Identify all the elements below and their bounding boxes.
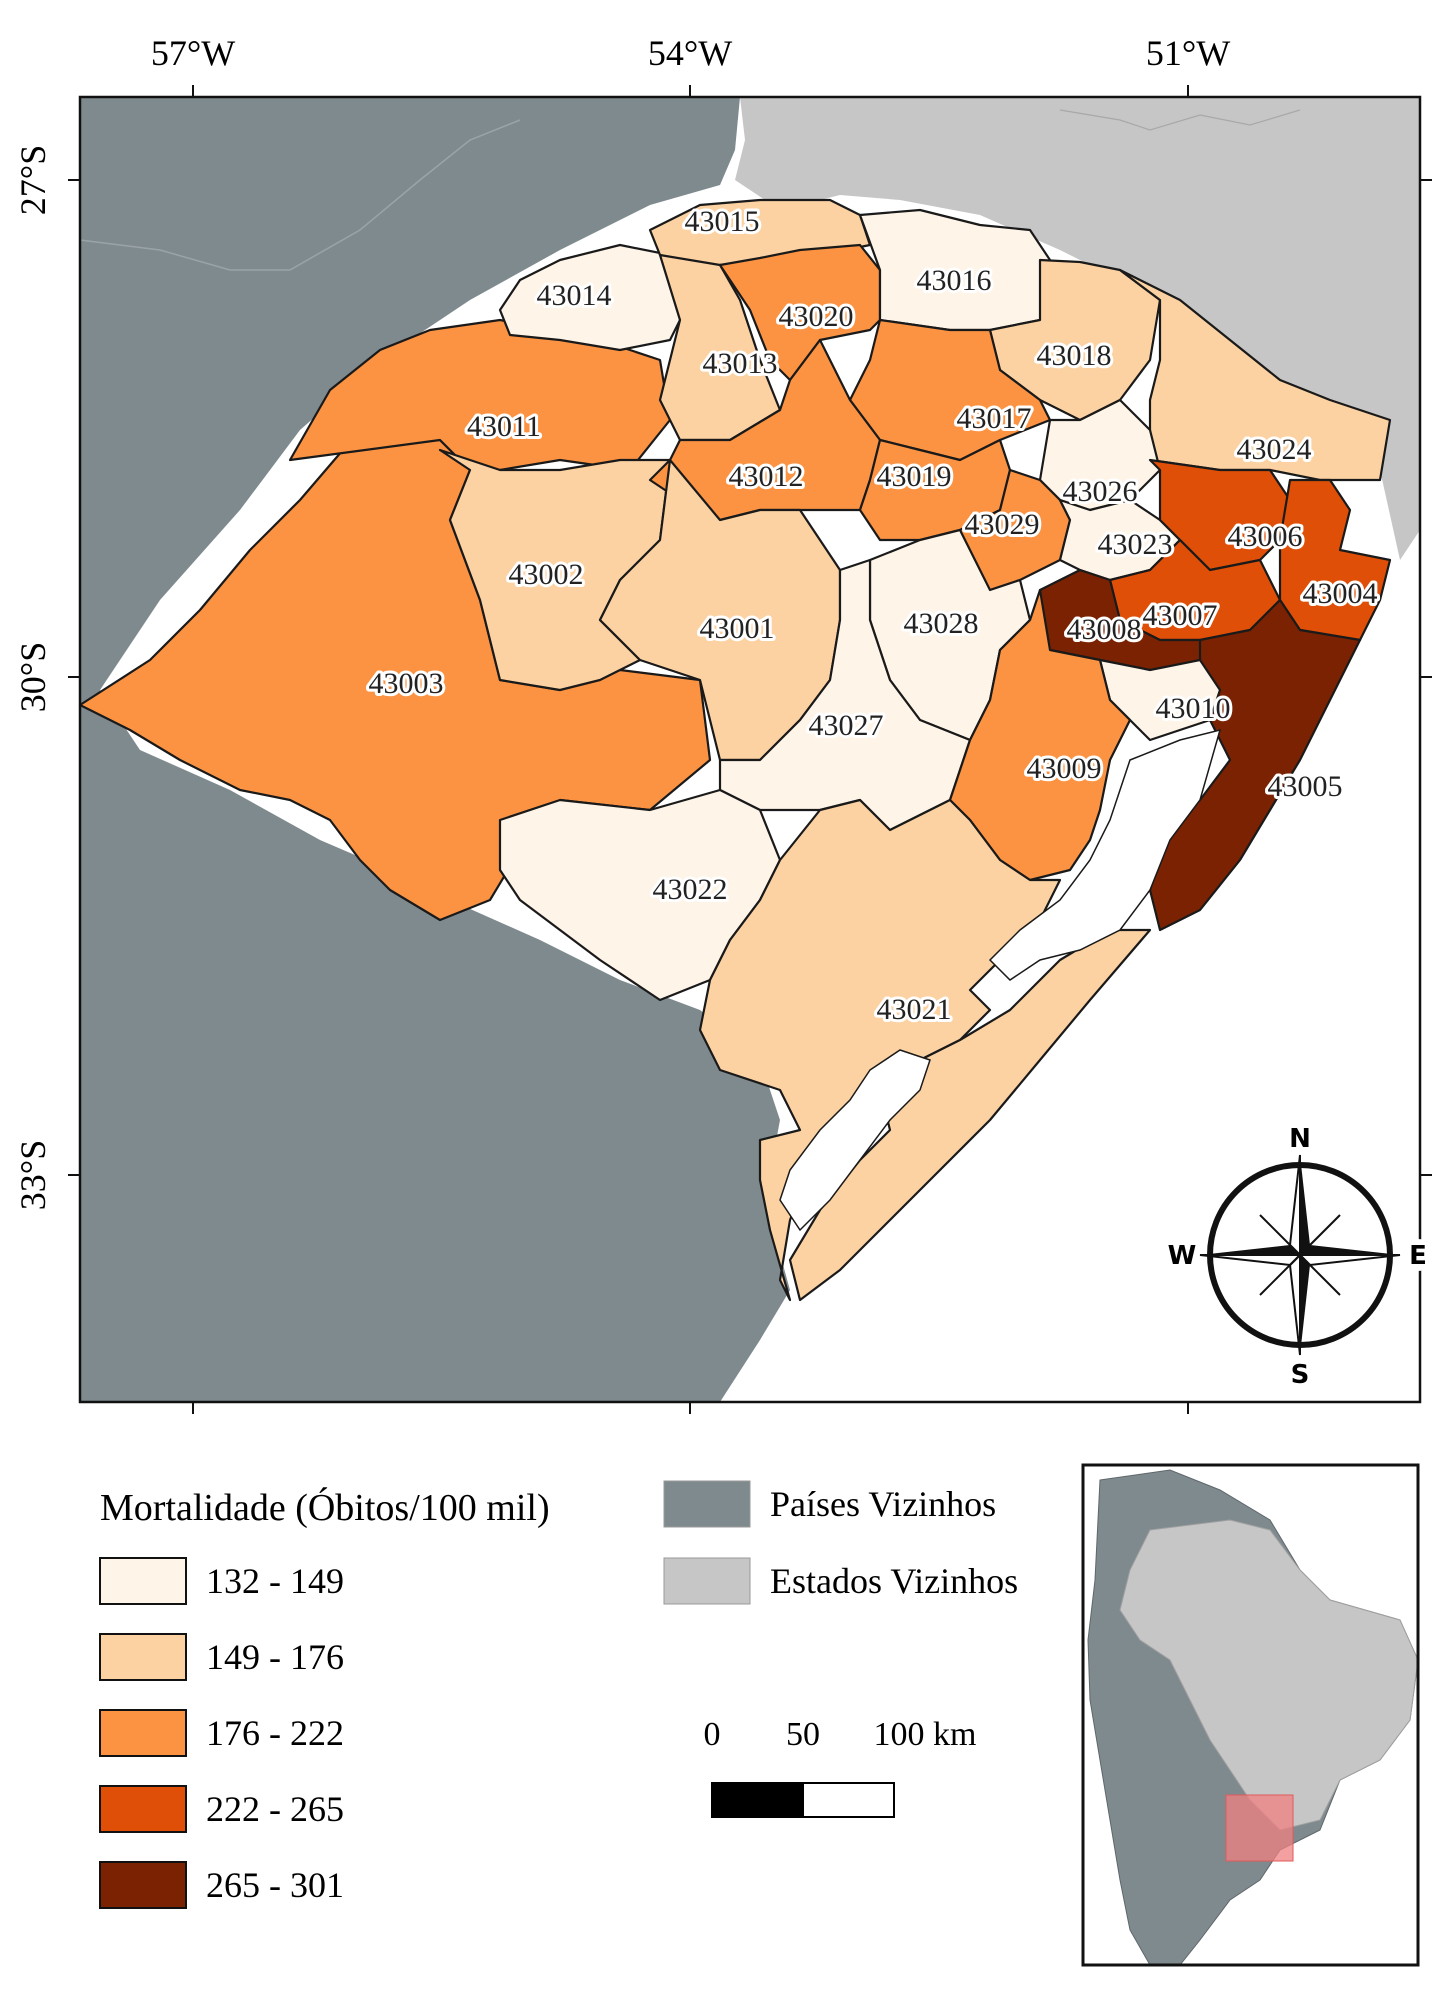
region-label-43009: 43009: [1027, 752, 1102, 785]
region-label-43015: 43015: [685, 205, 760, 238]
legend-layer-label: Estados Vizinhos: [770, 1561, 1018, 1601]
neighbor-states-area: [735, 97, 1420, 560]
legend-swatch: [99, 1633, 187, 1681]
legend-class-label: 265 - 301: [206, 1865, 344, 1905]
region-label-43026: 43026: [1063, 475, 1138, 508]
region-label-43014: 43014: [537, 279, 612, 312]
scale-label-0: 0: [704, 1716, 721, 1753]
inset-brazil: [1119, 1519, 1418, 1831]
region-label-43021: 43021: [877, 993, 952, 1026]
lon-tick-label: 51°W: [1146, 33, 1230, 73]
region-label-43004: 43004: [1303, 577, 1378, 610]
region-label-43024: 43024: [1237, 433, 1312, 466]
region-43003: [78, 428, 712, 922]
region-label-43028: 43028: [904, 607, 979, 640]
region-label-43003: 43003: [369, 667, 444, 700]
region-label-43029: 43029: [965, 508, 1040, 541]
lon-tick-label: 54°W: [648, 33, 732, 73]
compass-rose: N S E W: [1166, 1121, 1434, 1390]
region-label-43020: 43020: [779, 300, 854, 333]
region-label-43019: 43019: [877, 460, 952, 493]
region-43020: [718, 243, 882, 382]
region-label-43010: 43010: [1156, 692, 1231, 725]
inset-highlight: [1225, 1794, 1294, 1862]
lagoons: [779, 728, 1222, 1232]
legend-layer-label: Países Vizinhos: [770, 1484, 996, 1524]
scale-bar: 0 50 100 km: [704, 1716, 977, 1818]
region-label-43007: 43007: [1143, 599, 1218, 632]
legend-class-label: 149 - 176: [206, 1637, 344, 1677]
legend-swatch: [99, 1785, 187, 1833]
legend: Mortalidade (Óbitos/100 mil) 132 - 149 14…: [99, 1480, 1018, 1909]
region-43004: [1278, 478, 1392, 642]
region-43019: [858, 438, 1012, 542]
region-label-43018: 43018: [1037, 339, 1112, 372]
region-label-43013: 43013: [703, 347, 778, 380]
region-label-43016: 43016: [917, 264, 992, 297]
lat-tick-label: 27°S: [13, 145, 53, 215]
inner-state-line-2: [1059, 109, 1301, 131]
map-frame: [78, 95, 1422, 1404]
region-label-43017: 43017: [957, 402, 1032, 435]
scale-label-50: 50: [786, 1716, 820, 1753]
region-label-43022: 43022: [653, 873, 728, 906]
inset-map: [1081, 1463, 1420, 1967]
lat-tick-label: 33°S: [13, 1140, 53, 1210]
neighbor-countries-area: [80, 97, 790, 1402]
compass-north: N: [1289, 1124, 1311, 1154]
region-label-43011: 43011: [467, 410, 541, 443]
legend-swatch: [99, 1861, 187, 1909]
lagoa-mirim: [779, 1049, 931, 1232]
longitude-ticks: 57°W 54°W 51°W: [151, 33, 1230, 1414]
latitude-ticks: 27°S 30°S 33°S: [13, 145, 1432, 1210]
legend-swatch: [99, 1557, 187, 1605]
compass-east: E: [1409, 1241, 1427, 1271]
legend-layer-swatch: [663, 1480, 751, 1528]
legend-title: Mortalidade (Óbitos/100 mil): [100, 1487, 550, 1529]
region-label-43005: 43005: [1268, 770, 1343, 803]
region-labels: 43001 43002 43003 43004 43005 43006 4300743008…: [366, 202, 1381, 1029]
region-label-43027: 43027: [809, 709, 884, 742]
legend-class-label: 222 - 265: [206, 1789, 344, 1829]
legend-class-label: 132 - 149: [206, 1561, 344, 1601]
region-label-43006: 43006: [1228, 520, 1303, 553]
lon-tick-label: 57°W: [151, 33, 235, 73]
lagoa-dos-patos: [988, 728, 1222, 981]
legend-class-label: 176 - 222: [206, 1713, 344, 1753]
lat-tick-label: 30°S: [13, 642, 53, 712]
compass-south: S: [1291, 1360, 1310, 1390]
legend-layer-swatch: [663, 1557, 751, 1605]
legend-swatch: [99, 1709, 187, 1757]
compass-west: W: [1168, 1241, 1197, 1271]
region-label-43008: 43008: [1067, 613, 1142, 646]
region-label-43023: 43023: [1098, 528, 1173, 561]
scale-label-100: 100 km: [874, 1716, 977, 1753]
inner-state-line: [80, 119, 521, 271]
region-label-43002: 43002: [509, 558, 584, 591]
region-label-43001: 43001: [700, 612, 775, 645]
region-label-43012: 43012: [729, 460, 804, 493]
